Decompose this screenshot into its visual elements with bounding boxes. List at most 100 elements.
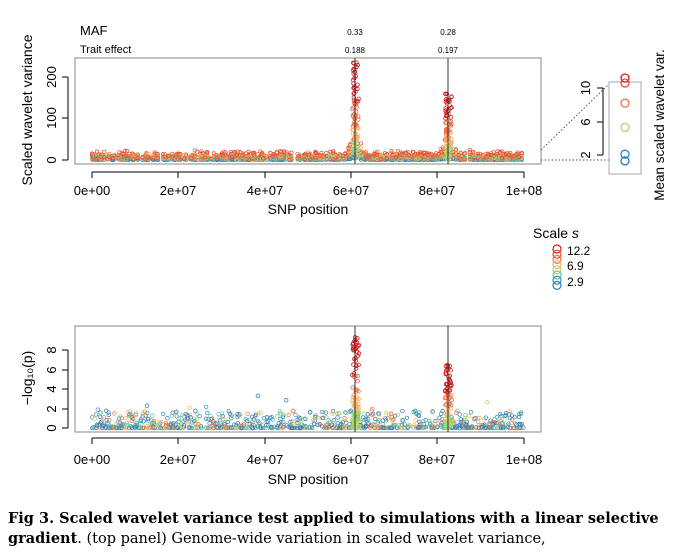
bottom-point xyxy=(327,419,333,424)
bottom-point xyxy=(506,421,511,426)
bottom-panel: 0 2 4 6 8 −log₁₀(p) 0e+00 2e+07 4e+07 6e… xyxy=(19,325,543,487)
top-point xyxy=(425,156,431,162)
bottom-point xyxy=(129,412,134,417)
bottom-point xyxy=(138,425,143,431)
bottom-point xyxy=(476,419,481,424)
top-point xyxy=(472,157,477,162)
bottom-point xyxy=(319,409,325,415)
top-point xyxy=(331,150,336,155)
bottom-point xyxy=(119,425,124,430)
bottom-point xyxy=(141,419,146,424)
bottom-x-tick-2: 4e+07 xyxy=(247,452,284,467)
top-point xyxy=(211,151,216,156)
top-y-tick-200: 200 xyxy=(44,66,59,88)
bottom-point xyxy=(461,423,467,428)
top-point xyxy=(425,152,431,157)
top-point xyxy=(251,155,256,160)
bottom-point xyxy=(468,410,474,415)
top-x-tick-5: 1e+08 xyxy=(506,183,543,198)
bottom-point xyxy=(163,420,169,426)
top-x-tick-1: 2e+07 xyxy=(160,183,197,198)
bottom-point xyxy=(93,412,99,417)
bottom-point xyxy=(255,393,261,398)
inset-points-layer xyxy=(620,73,630,166)
bottom-point xyxy=(430,409,435,414)
bottom-point xyxy=(151,419,156,424)
bottom-point xyxy=(247,422,252,427)
bottom-point xyxy=(509,413,515,418)
bottom-point xyxy=(388,411,394,416)
bottom-point xyxy=(165,416,170,421)
bottom-point xyxy=(420,425,426,431)
bottom-point xyxy=(211,420,216,426)
bottom-point xyxy=(258,410,263,415)
bottom-point xyxy=(363,416,369,421)
top-point xyxy=(495,149,500,154)
inset-panel: 2 6 10 Mean scaled wavelet var. xyxy=(540,49,667,201)
bottom-point xyxy=(483,415,489,420)
bottom-point xyxy=(372,416,378,422)
bottom-point xyxy=(194,416,200,421)
top-point xyxy=(131,152,136,157)
top-point xyxy=(271,152,276,157)
top-point xyxy=(313,156,318,161)
top-peak-point xyxy=(443,144,448,149)
bottom-point xyxy=(454,410,459,415)
bottom-point xyxy=(347,421,352,427)
top-point xyxy=(495,157,500,162)
bottom-point xyxy=(177,422,182,427)
bottom-point xyxy=(192,416,197,422)
bottom-point xyxy=(508,425,513,431)
figure-caption: Fig 3. Scaled wavelet variance test appl… xyxy=(8,509,672,549)
top-point xyxy=(456,152,461,158)
top-point xyxy=(358,141,364,146)
bottom-point xyxy=(313,413,318,418)
bottom-point xyxy=(150,425,156,430)
legend-circle xyxy=(552,275,562,285)
top-point xyxy=(467,147,473,153)
bottom-peak-point xyxy=(354,366,359,371)
bottom-point xyxy=(132,425,137,430)
bottom-point xyxy=(324,425,330,431)
scale-legend: Scale s 12.2 6.9 2.9 xyxy=(533,225,591,290)
bottom-point xyxy=(260,425,266,431)
bottom-point xyxy=(106,412,111,417)
legend-circle xyxy=(552,249,562,259)
bottom-x-tick-0: 0e+00 xyxy=(74,452,111,467)
top-x-axis: 0e+00 2e+07 4e+07 6e+07 8e+07 1e+08 SNP … xyxy=(74,171,543,217)
bottom-point xyxy=(334,410,339,416)
bottom-point xyxy=(417,419,422,424)
top-point xyxy=(347,143,352,148)
bottom-point xyxy=(344,421,349,426)
bottom-point xyxy=(173,425,178,430)
top-point xyxy=(364,152,369,157)
bottom-point xyxy=(270,425,275,431)
top-point xyxy=(389,150,394,155)
top-point xyxy=(371,157,377,162)
bottom-y-tick-2: 2 xyxy=(44,405,59,412)
bottom-peak-point xyxy=(356,362,361,367)
bottom-point xyxy=(455,408,460,413)
bottom-point xyxy=(326,418,331,423)
bottom-peak-point xyxy=(443,416,448,422)
bottom-point xyxy=(411,409,416,415)
top-point xyxy=(384,155,389,161)
bottom-point xyxy=(176,419,181,424)
bottom-point xyxy=(193,408,198,413)
inset-frame xyxy=(608,81,642,175)
bottom-point xyxy=(138,425,143,430)
bottom-point xyxy=(330,409,336,414)
top-peak-point xyxy=(354,109,359,114)
top-point xyxy=(430,153,435,158)
top-point xyxy=(281,154,287,159)
bottom-point xyxy=(258,425,263,430)
top-point xyxy=(489,152,494,157)
top-points-layer xyxy=(89,60,524,163)
bottom-point xyxy=(159,420,164,425)
top-y-tick-0: 0 xyxy=(44,156,59,163)
bottom-x-tick-5: 1e+08 xyxy=(506,452,543,467)
top-point xyxy=(219,153,224,158)
bottom-point xyxy=(367,424,372,429)
bottom-x-axis-label: SNP position xyxy=(268,471,349,487)
bottom-point xyxy=(176,416,182,421)
